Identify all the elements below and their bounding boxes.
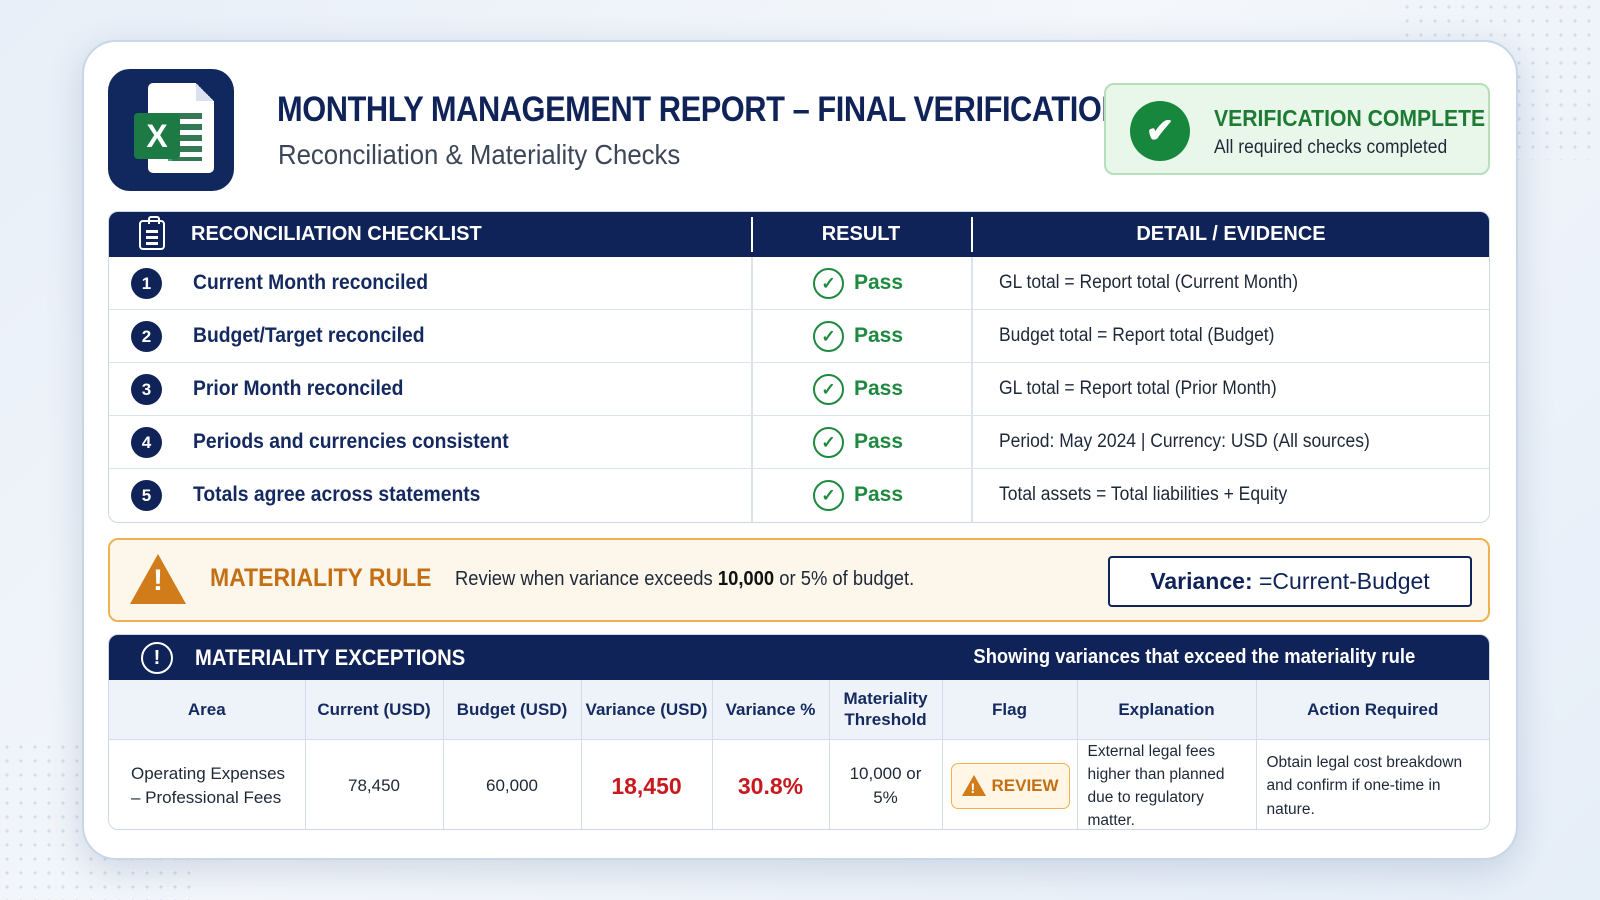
result-pass: Pass	[854, 324, 904, 347]
budget-cell: 60,000	[443, 739, 582, 829]
pass-check-icon: ✓	[813, 268, 844, 299]
column-header: Variance %	[712, 680, 830, 740]
checklist-row: 4 Periods and currencies consistent ✓ Pa…	[109, 416, 1489, 469]
result-pass: Pass	[854, 377, 904, 400]
checklist-row: 1 Current Month reconciled ✓ Pass GL tot…	[109, 257, 1489, 310]
flag-cell: ! REVIEW	[942, 739, 1078, 829]
checklist-row: 5 Totals agree across statements ✓ Pass …	[109, 469, 1489, 522]
pass-check-icon: ✓	[813, 374, 844, 405]
area-cell: Operating Expenses – Professional Fees	[109, 739, 306, 829]
alert-circle-icon: !	[141, 642, 173, 674]
column-header: Current (USD)	[305, 680, 444, 740]
evidence-detail: Period: May 2024 | Currency: USD (All so…	[999, 431, 1370, 452]
column-header: Materiality Threshold	[829, 680, 943, 740]
step-number-badge: 1	[131, 268, 162, 299]
result-pass: Pass	[854, 430, 904, 453]
step-number-badge: 3	[131, 374, 162, 405]
table-row: Operating Expenses – Professional Fees 7…	[109, 739, 1489, 829]
result-pass: Pass	[854, 271, 904, 294]
exceptions-subtitle: Showing variances that exceed the materi…	[973, 646, 1415, 668]
table-header-row: Area Current (USD) Budget (USD) Variance…	[109, 680, 1489, 740]
warning-icon: !	[130, 554, 186, 604]
column-header: Budget (USD)	[443, 680, 582, 740]
reconciliation-checklist: RECONCILIATION CHECKLIST RESULT DETAIL /…	[108, 211, 1490, 523]
pass-check-icon: ✓	[813, 480, 844, 511]
column-header: Variance (USD)	[581, 680, 713, 740]
column-header: Action Required	[1256, 680, 1489, 740]
checklist-item-label: Budget/Target reconciled	[193, 324, 425, 347]
variance-formula-box: Variance: =Current-Budget	[1108, 556, 1472, 607]
materiality-exceptions-table: ! MATERIALITY EXCEPTIONS Showing varianc…	[108, 634, 1490, 830]
pass-check-icon: ✓	[813, 321, 844, 352]
current-cell: 78,450	[305, 739, 444, 829]
evidence-detail: GL total = Report total (Prior Month)	[999, 378, 1277, 399]
column-header: Area	[109, 680, 306, 740]
excel-logo-icon: X	[108, 69, 234, 191]
column-header: Flag	[942, 680, 1078, 740]
clipboard-icon	[139, 216, 165, 250]
checklist-header: RECONCILIATION CHECKLIST RESULT DETAIL /…	[109, 212, 1489, 257]
check-circle-icon: ✔	[1130, 101, 1190, 161]
step-number-badge: 4	[131, 427, 162, 458]
pass-check-icon: ✓	[813, 427, 844, 458]
materiality-rule-title: MATERIALITY RULE	[210, 564, 432, 592]
checklist-item-label: Periods and currencies consistent	[193, 430, 509, 453]
column-header-detail: DETAIL / EVIDENCE	[1136, 223, 1326, 245]
review-flag-badge[interactable]: ! REVIEW	[950, 763, 1070, 809]
evidence-detail: Budget total = Report total (Budget)	[999, 325, 1275, 346]
checklist-item-label: Prior Month reconciled	[193, 377, 404, 400]
materiality-rule-banner: ! MATERIALITY RULE Review when variance …	[108, 538, 1490, 622]
checklist-row: 2 Budget/Target reconciled ✓ Pass Budget…	[109, 310, 1489, 363]
page-subtitle: Reconciliation & Materiality Checks	[278, 139, 681, 170]
explanation-cell: External legal fees higher than planned …	[1077, 739, 1257, 829]
verification-status-title: VERIFICATION COMPLETE	[1214, 105, 1486, 131]
checklist-item-label: Totals agree across statements	[193, 483, 481, 506]
evidence-detail: Total assets = Total liabilities + Equit…	[999, 484, 1288, 505]
warning-icon: !	[961, 775, 986, 797]
step-number-badge: 2	[131, 321, 162, 352]
evidence-detail: GL total = Report total (Current Month)	[999, 272, 1299, 293]
exceptions-title: MATERIALITY EXCEPTIONS	[195, 645, 466, 670]
exceptions-header: ! MATERIALITY EXCEPTIONS Showing varianc…	[109, 635, 1489, 680]
variance-pct-cell: 30.8%	[712, 739, 830, 829]
verification-status-detail: All required checks completed	[1214, 137, 1448, 158]
result-pass: Pass	[854, 483, 904, 506]
column-header: Explanation	[1077, 680, 1257, 740]
verification-status-badge: ✔ VERIFICATION COMPLETE All required che…	[1104, 83, 1490, 175]
variance-cell: 18,450	[581, 739, 713, 829]
checklist-row: 3 Prior Month reconciled ✓ Pass GL total…	[109, 363, 1489, 416]
materiality-rule-text: Review when variance exceeds 10,000 or 5…	[455, 568, 915, 590]
checklist-item-label: Current Month reconciled	[193, 271, 429, 294]
threshold-cell: 10,000 or 5%	[829, 739, 943, 829]
page-title: MONTHLY MANAGEMENT REPORT – FINAL VERIFI…	[277, 90, 1124, 129]
step-number-badge: 5	[131, 480, 162, 511]
checklist-title: RECONCILIATION CHECKLIST	[191, 223, 482, 245]
column-header-result: RESULT	[821, 223, 901, 245]
action-cell: Obtain legal cost breakdown and confirm …	[1266, 754, 1463, 818]
